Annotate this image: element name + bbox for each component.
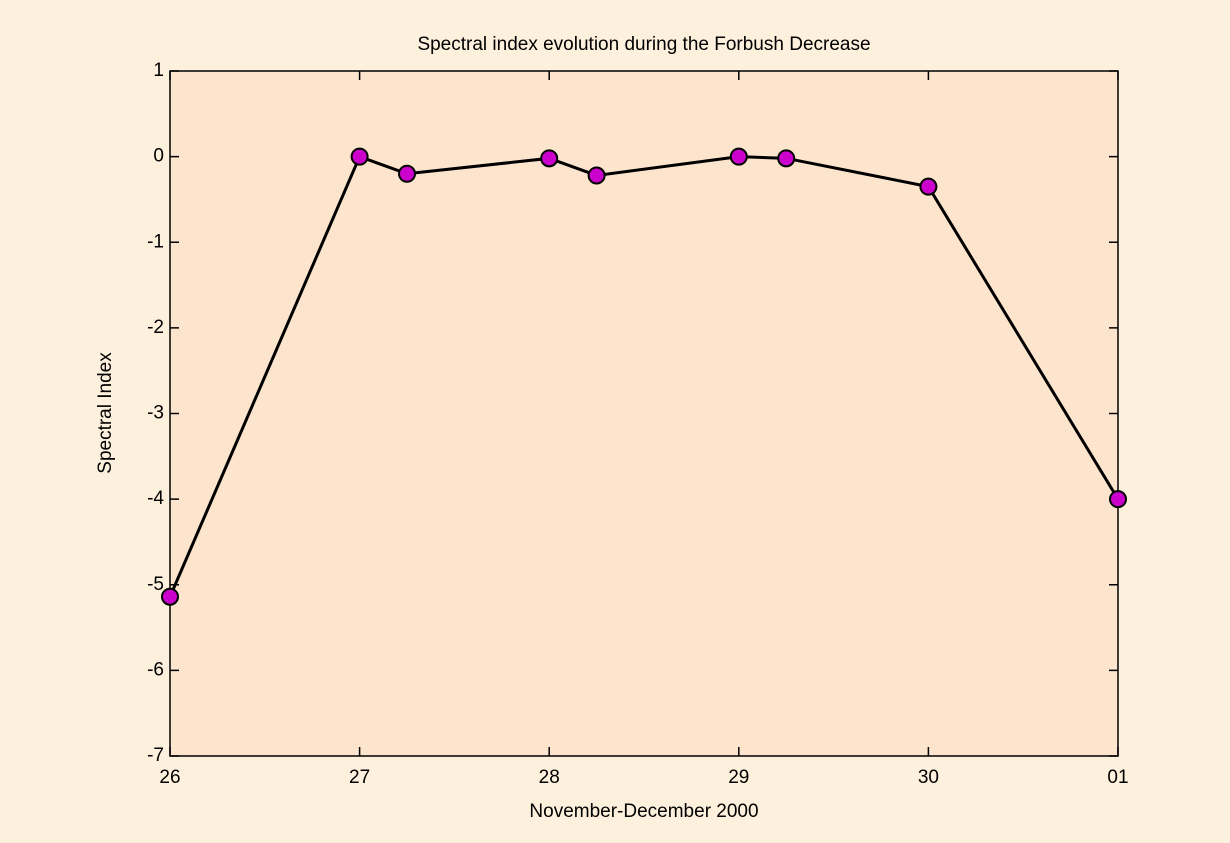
data-point <box>919 177 938 196</box>
data-point <box>729 147 748 166</box>
x-tick-label: 28 <box>539 767 560 788</box>
data-point <box>1109 490 1127 509</box>
x-tick-label: 01 <box>1107 767 1128 788</box>
data-point <box>587 166 606 185</box>
y-tick-label: -7 <box>147 745 164 766</box>
y-tick-label: 0 <box>153 146 164 167</box>
data-point <box>540 149 559 168</box>
y-tick-label: -1 <box>147 231 164 252</box>
chart-title: Spectral index evolution during the Forb… <box>417 34 870 55</box>
data-point <box>350 147 369 166</box>
y-tick-label: -4 <box>147 488 164 509</box>
x-axis-label: November-December 2000 <box>529 801 758 822</box>
y-tick-label: -5 <box>147 574 164 595</box>
data-point <box>777 149 796 168</box>
x-tick-label: 26 <box>159 767 180 788</box>
y-tick-label: -3 <box>147 403 164 424</box>
data-point <box>398 164 416 183</box>
data-point <box>161 587 179 606</box>
x-tick-label: 29 <box>728 767 749 788</box>
y-tick-label: -2 <box>147 317 164 338</box>
x-tick-label: 30 <box>918 767 939 788</box>
x-tick-label: 27 <box>349 767 370 788</box>
y-tick-label: 1 <box>153 60 164 81</box>
y-tick-label: -6 <box>147 659 164 680</box>
y-axis-label: Spectral Index <box>95 352 116 474</box>
plot-area <box>169 70 1119 757</box>
